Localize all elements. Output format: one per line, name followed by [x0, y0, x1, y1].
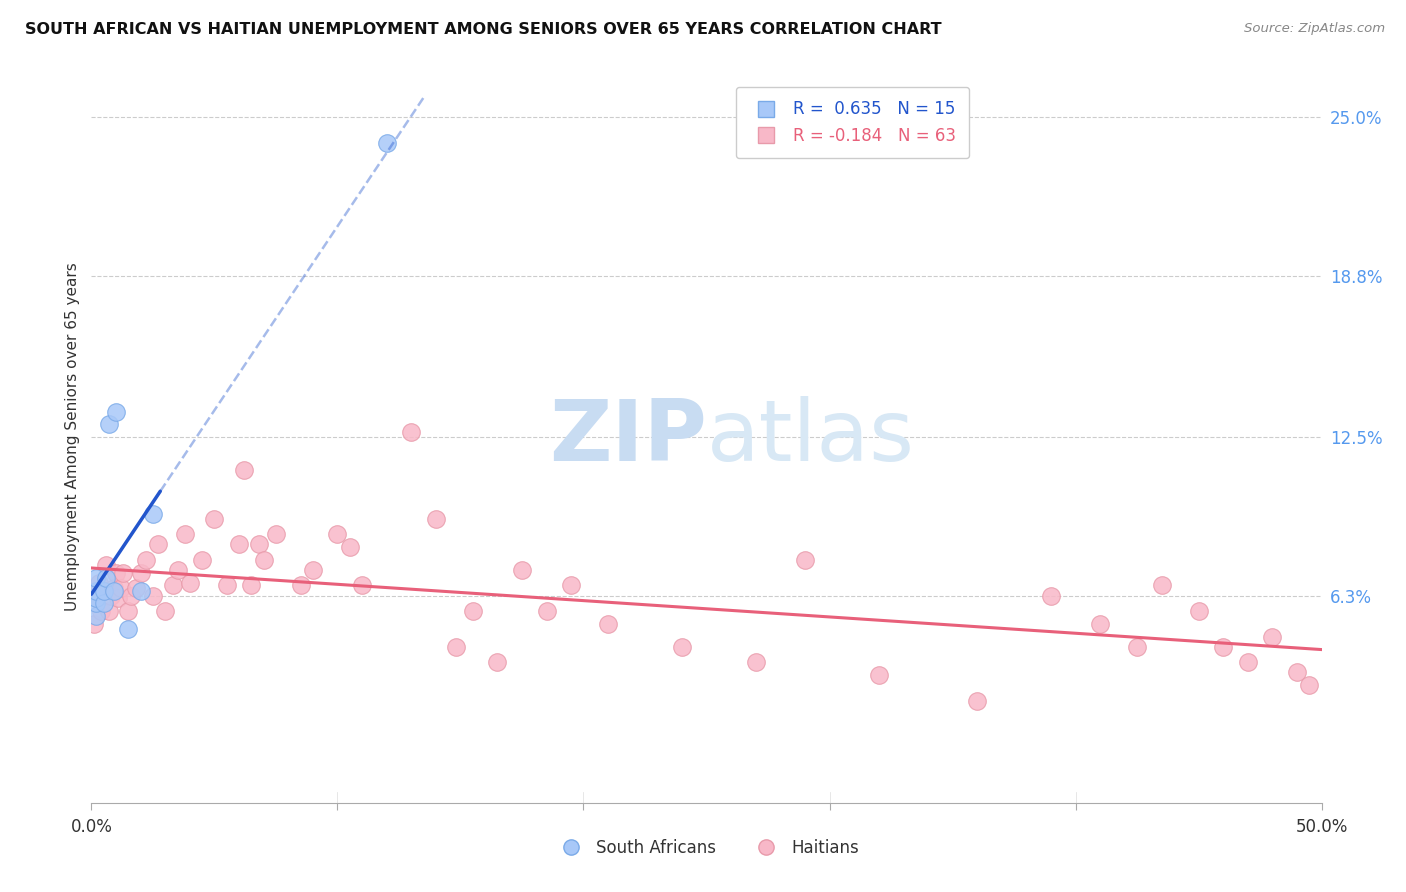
Point [103, 581, 125, 595]
Legend: South Africans, Haitians: South Africans, Haitians [548, 832, 865, 864]
Point [202, 512, 225, 526]
Point [93, 583, 115, 598]
Point [793, 553, 815, 567]
Point [87, 575, 110, 590]
Point [671, 640, 693, 654]
Point [112, 566, 135, 580]
Point [352, 578, 374, 592]
Point [93, 596, 115, 610]
Point [1088, 616, 1111, 631]
Point [86, 596, 108, 610]
Point [596, 616, 619, 631]
Point [290, 578, 312, 592]
Point [86, 609, 108, 624]
Point [142, 589, 165, 603]
Text: Source: ZipAtlas.com: Source: ZipAtlas.com [1244, 22, 1385, 36]
Point [247, 537, 270, 551]
Point [425, 512, 447, 526]
Point [86, 571, 108, 585]
Point [461, 604, 484, 618]
Point [129, 566, 152, 580]
Point [86, 583, 108, 598]
Point [142, 507, 165, 521]
Point [1150, 578, 1173, 592]
Point [86, 589, 108, 603]
Point [1126, 640, 1149, 654]
Point [399, 425, 422, 439]
Text: ZIP: ZIP [548, 395, 706, 479]
Point [162, 578, 184, 592]
Point [110, 581, 132, 595]
Point [97, 604, 120, 618]
Point [97, 417, 120, 432]
Point [105, 404, 127, 418]
Point [117, 604, 139, 618]
Point [264, 527, 287, 541]
Point [86, 591, 108, 606]
Point [100, 589, 122, 603]
Point [1039, 589, 1063, 603]
Point [166, 563, 188, 577]
Point [966, 693, 988, 707]
Point [868, 668, 890, 682]
Point [124, 581, 146, 595]
Point [536, 604, 558, 618]
Point [90, 604, 112, 618]
Point [1261, 630, 1284, 644]
Point [1212, 640, 1234, 654]
Point [83, 616, 105, 631]
Point [1298, 678, 1320, 692]
Point [103, 583, 125, 598]
Point [375, 136, 398, 150]
Point [120, 589, 142, 603]
Point [146, 537, 169, 551]
Point [96, 571, 117, 585]
Point [107, 591, 129, 606]
Point [179, 575, 201, 590]
Point [1237, 655, 1260, 669]
Point [486, 655, 509, 669]
Point [1285, 665, 1308, 680]
Point [228, 537, 250, 551]
Point [117, 622, 139, 636]
Point [560, 578, 582, 592]
Point [105, 566, 127, 580]
Text: SOUTH AFRICAN VS HAITIAN UNEMPLOYMENT AMONG SENIORS OVER 65 YEARS CORRELATION CH: SOUTH AFRICAN VS HAITIAN UNEMPLOYMENT AM… [25, 22, 942, 37]
Point [339, 540, 361, 554]
Point [174, 527, 197, 541]
Point [510, 563, 533, 577]
Point [93, 583, 115, 598]
Point [191, 553, 214, 567]
Point [444, 640, 467, 654]
Point [745, 655, 768, 669]
Point [326, 527, 349, 541]
Point [240, 578, 263, 592]
Y-axis label: Unemployment Among Seniors over 65 years: Unemployment Among Seniors over 65 years [65, 263, 80, 611]
Point [215, 578, 238, 592]
Point [253, 553, 276, 567]
Point [301, 563, 323, 577]
Point [129, 583, 152, 598]
Text: atlas: atlas [706, 395, 914, 479]
Point [232, 463, 256, 477]
Point [153, 604, 177, 618]
Point [1187, 604, 1209, 618]
Point [96, 558, 117, 572]
Point [135, 553, 156, 567]
